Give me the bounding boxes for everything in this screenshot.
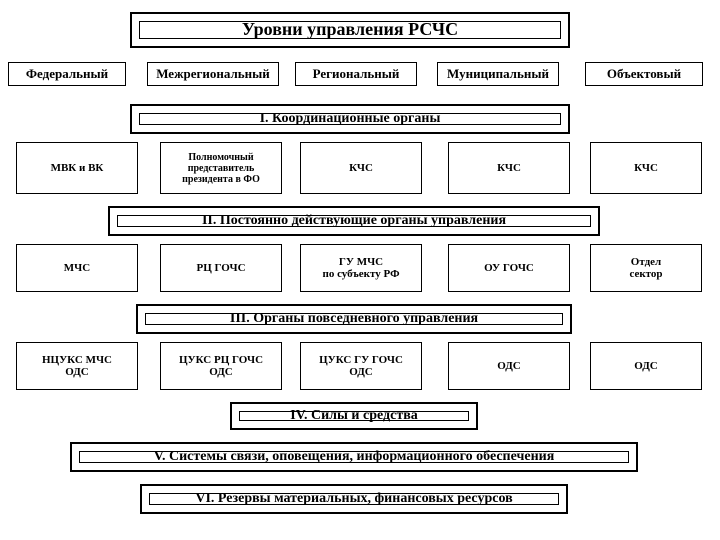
- diagram-canvas: Уровни управления РСЧС Федеральный Межре…: [0, 0, 720, 540]
- title-text: Уровни управления РСЧС: [242, 20, 458, 40]
- cell-label: ОУ ГОЧС: [484, 262, 534, 274]
- s1-cell-2: КЧС: [300, 142, 422, 194]
- level-interregional: Межрегиональный: [147, 62, 279, 86]
- section-5-header: V. Системы связи, оповещения, информацио…: [70, 442, 638, 472]
- cell-label: КЧС: [349, 162, 373, 174]
- cell-label: НЦУКС МЧСОДС: [42, 354, 112, 378]
- s3-cell-2: ЦУКС ГУ ГОЧСОДС: [300, 342, 422, 390]
- s1-cell-4: КЧС: [590, 142, 702, 194]
- level-municipal: Муниципальный: [437, 62, 559, 86]
- s1-cell-1: Полномочный представитель президента в Ф…: [160, 142, 282, 194]
- level-regional: Региональный: [295, 62, 417, 86]
- section-6-header: VI. Резервы материальных, финансовых рес…: [140, 484, 568, 514]
- cell-label: КЧС: [634, 162, 658, 174]
- s2-cell-3: ОУ ГОЧС: [448, 244, 570, 292]
- section-1-title: I. Координационные органы: [260, 111, 441, 126]
- s3-cell-0: НЦУКС МЧСОДС: [16, 342, 138, 390]
- s2-cell-4: Отделсектор: [590, 244, 702, 292]
- s1-cell-0: МВК и ВК: [16, 142, 138, 194]
- section-6-title: VI. Резервы материальных, финансовых рес…: [195, 491, 512, 506]
- cell-label: ЦУКС ГУ ГОЧСОДС: [319, 354, 403, 378]
- level-label: Федеральный: [26, 67, 108, 81]
- cell-label: ЦУКС РЦ ГОЧСОДС: [179, 354, 263, 378]
- cell-label: Отделсектор: [629, 256, 662, 280]
- section-2-title: II. Постоянно действующие органы управле…: [202, 213, 506, 228]
- section-4-header: IV. Силы и средства: [230, 402, 478, 430]
- cell-label: ГУ МЧСпо субъекту РФ: [322, 256, 399, 280]
- level-label: Объектовый: [607, 67, 681, 81]
- cell-label: РЦ ГОЧС: [196, 262, 245, 274]
- cell-label: МВК и ВК: [51, 162, 104, 174]
- s3-cell-1: ЦУКС РЦ ГОЧСОДС: [160, 342, 282, 390]
- level-label: Региональный: [313, 67, 400, 81]
- level-label: Муниципальный: [447, 67, 549, 81]
- s2-cell-1: РЦ ГОЧС: [160, 244, 282, 292]
- s3-cell-4: ОДС: [590, 342, 702, 390]
- section-1-header: I. Координационные органы: [130, 104, 570, 134]
- s2-cell-2: ГУ МЧСпо субъекту РФ: [300, 244, 422, 292]
- cell-label: Полномочный представитель президента в Ф…: [165, 152, 277, 185]
- cell-label: ОДС: [497, 360, 521, 372]
- level-federal: Федеральный: [8, 62, 126, 86]
- section-4-title: IV. Силы и средства: [290, 408, 418, 423]
- s1-cell-3: КЧС: [448, 142, 570, 194]
- cell-label: КЧС: [497, 162, 521, 174]
- section-3-title: III. Органы повседневного управления: [230, 311, 478, 326]
- title-box: Уровни управления РСЧС: [130, 12, 570, 48]
- section-3-header: III. Органы повседневного управления: [136, 304, 572, 334]
- section-5-title: V. Системы связи, оповещения, информацио…: [154, 449, 555, 464]
- s2-cell-0: МЧС: [16, 244, 138, 292]
- cell-label: МЧС: [64, 262, 90, 274]
- level-object: Объектовый: [585, 62, 703, 86]
- level-label: Межрегиональный: [156, 67, 270, 81]
- s3-cell-3: ОДС: [448, 342, 570, 390]
- section-2-header: II. Постоянно действующие органы управле…: [108, 206, 600, 236]
- cell-label: ОДС: [634, 360, 658, 372]
